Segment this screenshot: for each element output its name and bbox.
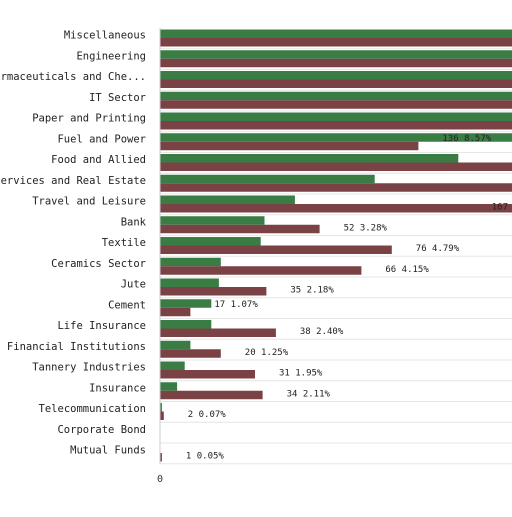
bar-series-b [160,328,276,337]
bar-series-b [160,121,512,130]
bar-series-a [160,154,459,163]
bar-series-a [160,278,219,287]
category-label: Food and Allied [51,154,146,166]
bar-series-a [160,29,512,38]
bar-series-b [160,411,164,420]
category-label: Telecommunication [39,403,146,415]
bar-series-b [160,266,362,275]
bar-value-label: 66 4.15% [385,265,429,275]
category-label: Paper and Printing [32,113,146,125]
bar-series-b [160,370,255,379]
category-label: Engineering [76,50,146,62]
category-label: Tannery Industries [32,362,146,374]
bar-series-b [160,287,267,296]
bar-series-a [160,403,162,412]
bar-series-a [160,382,178,391]
bar-value-label: 52 3.28% [344,223,388,233]
bar-value-label: 17 1.07% [214,300,258,310]
category-label: Bank [121,216,147,228]
category-label: Cement [108,299,146,311]
bar-value-label: 136 8.57% [442,134,491,144]
bar-series-a [160,50,512,59]
bar-series-b [160,162,512,171]
bar-series-b [160,183,512,192]
bar-series-b [160,38,512,47]
category-label: Textile [102,237,146,249]
category-label: Mutual Funds [70,445,146,457]
bar-series-b [160,349,221,358]
bars [160,29,512,462]
bar-series-a [160,91,512,101]
bar-series-a [160,174,375,184]
bar-series-a [160,257,221,267]
category-label: Insurance [89,382,146,394]
bar-series-b [160,79,512,88]
bar-series-b [160,390,263,400]
bar-series-b [160,453,162,462]
category-label: Miscellaneous [64,30,146,42]
bar-series-b [160,58,512,68]
category-label: IT Sector [89,92,146,104]
bar-value-label: 31 1.95% [279,369,323,379]
category-label: Jute [121,279,146,291]
category-label: Corporate Bond [57,424,146,436]
bar-value-label: 35 2.18% [290,286,334,296]
bar-value-label: 34 2.11% [287,389,331,399]
category-label: Fuel and Power [57,133,146,145]
bar-value-label: 38 2.40% [300,327,344,337]
bar-value-label: 2 0.07% [188,410,227,420]
row-separators [160,48,512,465]
bar-series-a [160,112,512,121]
bar-series-a [160,237,261,246]
category-label: Life Insurance [57,320,146,332]
category-label: Financial Institutions [7,341,146,353]
bar-series-a [160,216,265,225]
bar-series-a [160,299,212,308]
category-label: Ceramics Sector [51,258,146,270]
category-label: Pharmaceuticals and Che... [0,71,146,83]
bar-series-b [160,307,191,317]
labels: Miscellaneous Engineering Pharmaceuticals … [0,30,508,462]
category-label: Services and Real Estate [0,175,146,187]
bar-series-a [160,133,512,142]
bar-value-label: 1 0.05% [186,452,225,462]
bar-series-a [160,340,191,350]
bar-series-b [160,141,419,151]
bar-series-b [160,224,320,234]
bar-series-a [160,320,212,329]
bar-series-a [160,71,512,80]
bar-series-a [160,195,295,204]
bar-series-a [160,361,185,370]
x-tick-label: 0 [157,474,163,485]
bar-series-b [160,204,512,213]
bar-value-label: 76 4.79% [416,244,460,254]
bar-series-b [160,100,512,109]
bar-value-label: 167 [492,203,508,213]
bar-value-label: 20 1.25% [245,348,289,358]
category-label: Travel and Leisure [32,196,146,208]
bar-series-b [160,245,392,254]
